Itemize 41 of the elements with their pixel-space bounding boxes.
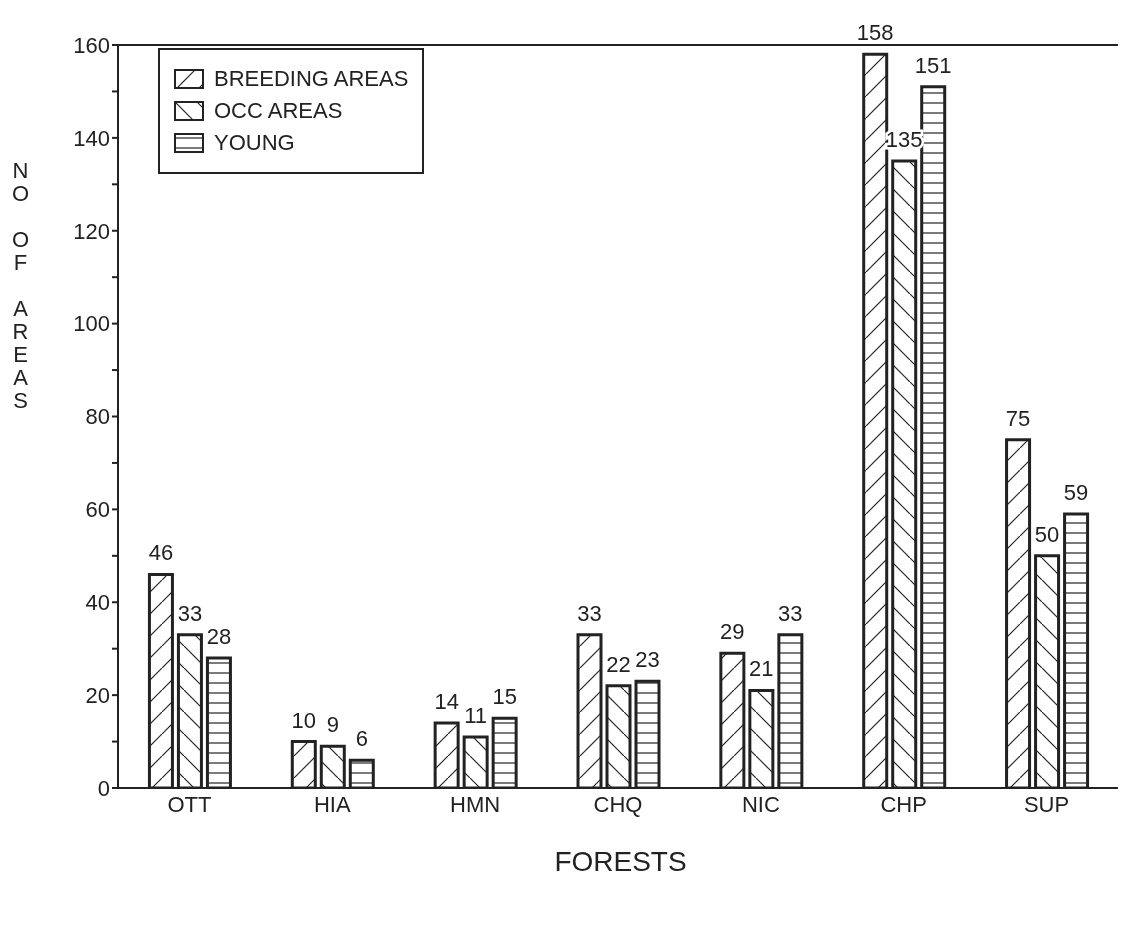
y-tick-label: 60 bbox=[85, 497, 110, 523]
legend-label: YOUNG bbox=[214, 130, 295, 156]
y-tick-label: 160 bbox=[73, 32, 110, 58]
y-tick-label: 120 bbox=[73, 218, 110, 244]
data-label: 6 bbox=[355, 726, 368, 752]
x-tick-label: HIA bbox=[313, 791, 351, 817]
data-label: 151 bbox=[914, 52, 952, 78]
data-label: 29 bbox=[720, 619, 745, 645]
data-label: 23 bbox=[635, 647, 660, 673]
data-label: 28 bbox=[206, 623, 232, 649]
data-label: 21 bbox=[749, 656, 774, 682]
x-tick-label: CHP bbox=[880, 791, 927, 817]
legend-label: BREEDING AREAS bbox=[214, 66, 409, 92]
data-label: 22 bbox=[606, 651, 631, 677]
y-tick-label: 40 bbox=[85, 590, 110, 616]
data-label: 33 bbox=[577, 600, 602, 626]
data-label: 46 bbox=[148, 540, 174, 566]
data-label: 75 bbox=[1005, 405, 1031, 431]
data-label: 50 bbox=[1034, 521, 1060, 547]
data-label: 33 bbox=[778, 600, 803, 626]
data-label: 59 bbox=[1063, 480, 1089, 506]
y-tick-label: 0 bbox=[97, 775, 110, 801]
data-label: 9 bbox=[326, 712, 339, 738]
data-label: 15 bbox=[492, 684, 517, 710]
y-tick-label: 80 bbox=[85, 404, 110, 430]
x-tick-label: OTT bbox=[167, 791, 212, 817]
data-label: 158 bbox=[856, 20, 894, 46]
data-label: 11 bbox=[464, 702, 488, 728]
y-tick-label: 100 bbox=[73, 311, 110, 337]
y-tick-label: 20 bbox=[85, 682, 110, 708]
x-tick-label: NIC bbox=[741, 791, 780, 817]
data-label: 14 bbox=[434, 688, 459, 714]
data-label: 10 bbox=[291, 707, 317, 733]
x-tick-label: CHQ bbox=[593, 791, 643, 817]
x-tick-label: SUP bbox=[1023, 791, 1070, 817]
y-tick-label: 140 bbox=[73, 125, 110, 151]
legend-label: OCC AREAS bbox=[214, 98, 343, 124]
x-axis-title: FORESTS bbox=[553, 846, 688, 878]
data-label: 33 bbox=[177, 600, 203, 626]
y-axis-title: NO OF AREAS bbox=[8, 158, 33, 411]
x-tick-label: HMN bbox=[450, 791, 501, 817]
